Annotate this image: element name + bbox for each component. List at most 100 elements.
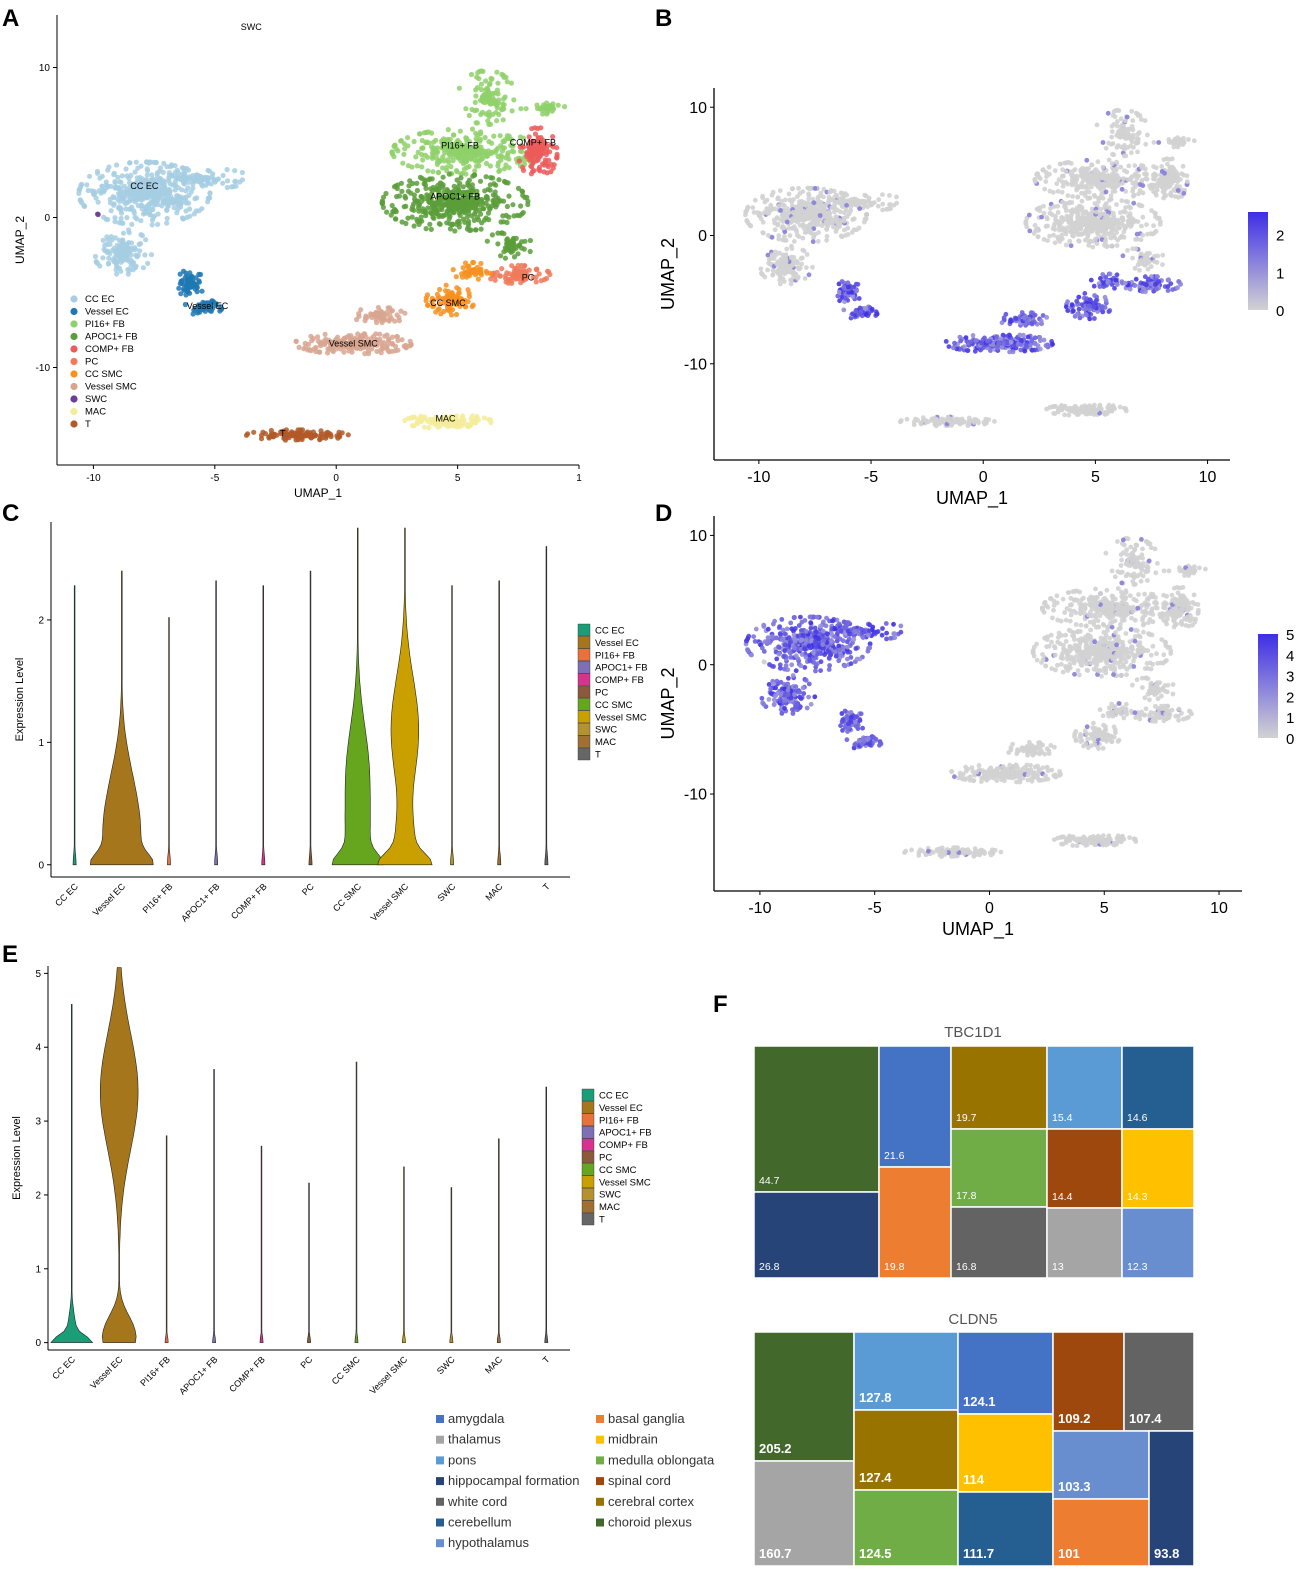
point-vessel-smc (302, 340, 308, 346)
point-cc-ec (783, 262, 789, 268)
point-cc-ec (125, 271, 131, 277)
point-cc-ec (200, 176, 206, 182)
point-pi16-fb (504, 79, 510, 85)
point-cc-ec (784, 219, 790, 225)
point-apoc1-fb (482, 217, 488, 223)
panel-a-x-tick-label: 0 (333, 473, 339, 484)
legend-key-swc (70, 395, 78, 403)
point-cc-ec (842, 191, 848, 197)
legend-label-swc: SWC (85, 394, 107, 405)
point-pi16-fb (547, 103, 553, 109)
point-apoc1-fb (478, 226, 484, 232)
point-apoc1-fb (500, 213, 506, 219)
point-pi16-fb (493, 110, 499, 116)
point-pi16-fb (468, 156, 474, 162)
point-cc-ec (155, 221, 161, 227)
point-vessel-ec (863, 312, 869, 317)
point-cc-ec (851, 227, 857, 233)
point-pi16-fb (1124, 114, 1130, 120)
point-pi16-fb (429, 144, 435, 150)
cluster-label-mac: MAC (435, 414, 456, 424)
point-cc-ec (190, 185, 196, 191)
point-pi16-fb (1122, 128, 1128, 133)
point-mac (409, 415, 415, 421)
point-pi16-fb (482, 99, 488, 106)
point-cc-ec (193, 208, 199, 214)
point-apoc1-fb (434, 211, 440, 217)
point-cc-ec (780, 202, 786, 208)
point-cc-ec (224, 178, 231, 184)
point-cc-ec (810, 264, 815, 270)
point-vessel-ec (192, 306, 198, 312)
point-apoc1-fb (1066, 216, 1072, 222)
point-apoc1-fb (1055, 234, 1060, 240)
point-cc-ec (894, 200, 900, 206)
point-cc-ec (143, 204, 149, 210)
point-cc-ec (164, 215, 170, 221)
legend-label-pc: PC (85, 357, 98, 368)
point-cc-smc (459, 274, 466, 280)
point-apoc1-fb (509, 240, 515, 246)
point-cc-ec (78, 198, 84, 204)
point-apoc1-fb (1103, 201, 1109, 207)
point-cc-ec (116, 220, 122, 226)
point-pc (545, 268, 551, 274)
point-pi16-fb (1109, 134, 1115, 140)
point-pi16-fb (489, 76, 495, 82)
point-pi16-fb (1131, 193, 1136, 199)
cluster-label-cc-smc: CC SMC (430, 298, 466, 308)
point-apoc1-fb (1039, 214, 1044, 220)
point-apoc1-fb (1041, 237, 1047, 242)
panel-b-x-label: UMAP_1 (936, 488, 1008, 509)
point-cc-smc (475, 276, 481, 282)
point-cc-ec (833, 192, 839, 198)
point-cc-ec (106, 164, 112, 170)
point-cc-ec (791, 224, 797, 230)
point-pi16-fb (390, 151, 396, 157)
point-cc-ec (796, 209, 802, 215)
point-apoc1-fb (1135, 219, 1141, 225)
point-pi16-fb (1059, 189, 1065, 195)
point-cc-ec (127, 195, 133, 201)
point-pi16-fb (466, 112, 472, 119)
point-cc-smc (443, 282, 449, 288)
point-pi16-fb (469, 126, 476, 132)
point-pi16-fb (498, 143, 504, 149)
point-apoc1-fb (1041, 203, 1046, 209)
point-apoc1-fb (469, 182, 475, 188)
point-apoc1-fb (1102, 232, 1107, 238)
point-vessel-ec (855, 281, 861, 287)
point-pi16-fb (458, 171, 464, 177)
point-apoc1-fb (414, 216, 420, 222)
point-cc-ec (811, 233, 817, 238)
point-cc-ec (232, 168, 238, 174)
legend-key-vessel-smc (70, 382, 78, 391)
point-apoc1-fb (1060, 199, 1065, 205)
point-cc-ec (137, 248, 143, 254)
point-vessel-ec (846, 284, 851, 290)
point-pi16-fb (1112, 185, 1118, 191)
point-cc-ec (777, 188, 783, 194)
point-vessel-ec (218, 306, 224, 312)
point-apoc1-fb (403, 203, 409, 209)
point-vessel-smc (401, 343, 407, 349)
point-apoc1-fb (1130, 255, 1135, 261)
point-pi16-fb (1114, 159, 1119, 165)
point-cc-ec (95, 170, 101, 176)
point-cc-ec (112, 215, 118, 221)
point-cc-ec (135, 203, 141, 209)
cluster-label-swc: SWC (241, 22, 262, 32)
point-comp-fb (520, 167, 527, 173)
point-cc-ec (139, 176, 146, 182)
point-cc-smc (468, 268, 474, 274)
point-cc-ec (100, 237, 106, 243)
point-pi16-fb (518, 106, 524, 112)
point-pi16-fb (1115, 119, 1120, 124)
point-cc-ec (782, 234, 787, 239)
point-cc-ec (175, 185, 181, 191)
point-apoc1-fb (483, 174, 489, 180)
point-cc-ec (801, 208, 807, 214)
legend-label-t: T (85, 419, 91, 430)
point-pi16-fb (419, 145, 425, 151)
